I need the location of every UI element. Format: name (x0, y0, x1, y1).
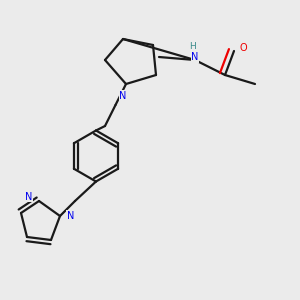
Text: N: N (119, 91, 127, 101)
Text: H: H (189, 42, 195, 51)
Text: N: N (67, 211, 74, 221)
Text: O: O (239, 43, 247, 53)
Text: N: N (25, 191, 32, 202)
Text: N: N (191, 52, 199, 62)
